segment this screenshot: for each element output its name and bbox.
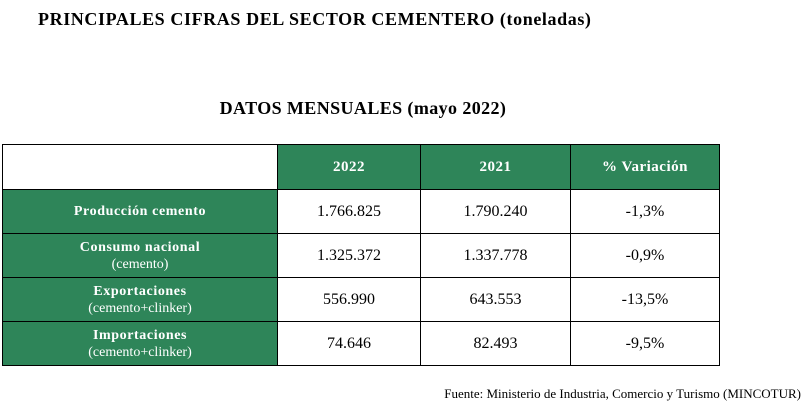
value-variation: -9,5%: [570, 321, 720, 366]
row-label-cell: Exportaciones (cemento+clinker): [2, 277, 278, 322]
table-header-row: 2022 2021 % Variación: [2, 144, 720, 190]
source-note: Fuente: Ministerio de Industria, Comerci…: [444, 386, 801, 401]
header-year-2021: 2021: [420, 144, 571, 190]
row-label-cell: Importaciones (cemento+clinker): [2, 321, 278, 366]
header-year-2022: 2022: [277, 144, 421, 190]
table-row: Consumo nacional (cemento) 1.325.372 1.3…: [2, 233, 720, 278]
value-2022: 74.646: [277, 321, 421, 366]
cement-figures-table: 2022 2021 % Variación Producción cemento…: [2, 144, 720, 366]
row-sublabel: (cemento+clinker): [88, 344, 192, 360]
value-2021: 1.337.778: [420, 233, 571, 278]
value-2022: 1.766.825: [277, 189, 421, 234]
header-variation: % Variación: [570, 144, 720, 190]
table-subtitle: DATOS MENSUALES (mayo 2022): [219, 98, 507, 118]
row-label: Producción cemento: [73, 204, 207, 219]
row-label: Exportaciones: [93, 283, 187, 299]
page-title: PRINCIPALES CIFRAS DEL SECTOR CEMENTERO …: [38, 9, 592, 29]
row-label: Importaciones: [92, 327, 188, 343]
row-sublabel: (cemento+clinker): [88, 300, 192, 316]
table-row: Importaciones (cemento+clinker) 74.646 8…: [2, 321, 720, 366]
value-2022: 1.325.372: [277, 233, 421, 278]
value-2021: 643.553: [420, 277, 571, 322]
value-2022: 556.990: [277, 277, 421, 322]
row-label-cell: Producción cemento: [2, 189, 278, 234]
row-label-cell: Consumo nacional (cemento): [2, 233, 278, 278]
value-variation: -0,9%: [570, 233, 720, 278]
table-row: Exportaciones (cemento+clinker) 556.990 …: [2, 277, 720, 322]
value-2021: 82.493: [420, 321, 571, 366]
row-sublabel: (cemento): [111, 256, 169, 272]
row-label: Consumo nacional: [79, 239, 201, 255]
value-variation: -1,3%: [570, 189, 720, 234]
header-empty-cell: [2, 144, 278, 190]
table-row: Producción cemento 1.766.825 1.790.240 -…: [2, 189, 720, 234]
value-variation: -13,5%: [570, 277, 720, 322]
value-2021: 1.790.240: [420, 189, 571, 234]
